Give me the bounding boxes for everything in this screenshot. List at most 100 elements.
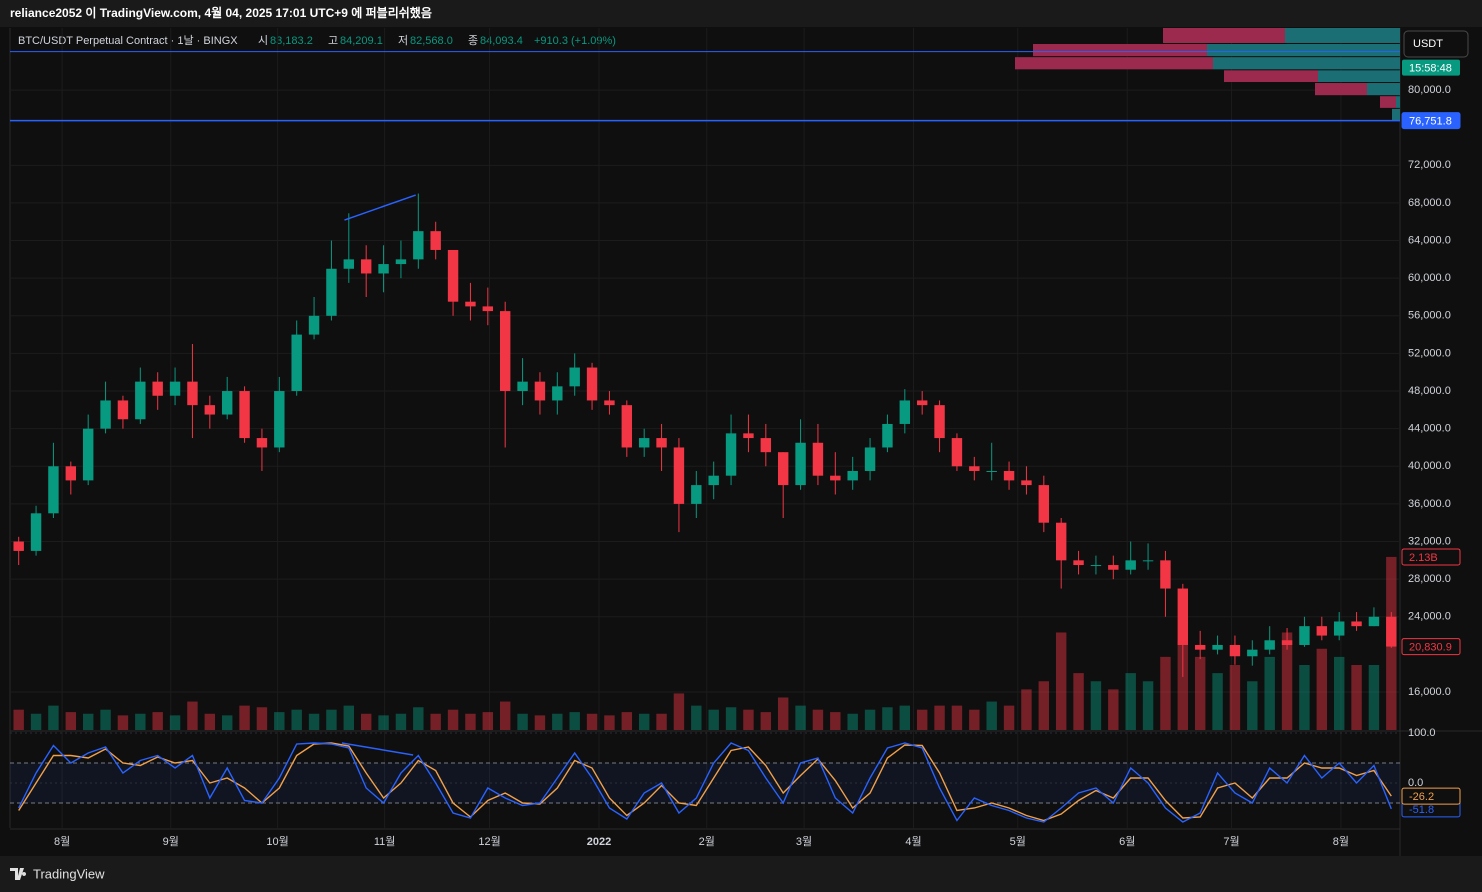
volume-bar — [169, 715, 181, 730]
candle-body — [725, 433, 737, 476]
volume-bar — [1229, 665, 1241, 730]
y-tick-label: 72,000.0 — [1408, 159, 1451, 171]
volume-bar — [691, 705, 702, 730]
osc-value-label: -51.8 — [1409, 804, 1434, 816]
volume-bar — [187, 701, 198, 730]
volume-bar — [1247, 681, 1258, 730]
volume-bar — [1108, 689, 1119, 730]
legend-value: 84,209.1 — [340, 35, 383, 47]
volume-bar — [465, 713, 476, 730]
candle-body — [864, 447, 876, 471]
volume-bar — [378, 715, 389, 730]
volume-bar — [1003, 705, 1015, 730]
x-tick-label: 10월 — [266, 835, 288, 848]
candle-body — [934, 405, 945, 439]
candle-body — [82, 428, 94, 481]
candle-body — [499, 311, 511, 392]
candle-body — [1142, 560, 1154, 562]
candle-body — [1125, 560, 1136, 570]
y-tick-label: 60,000.0 — [1408, 272, 1451, 284]
volume-bar — [326, 709, 337, 730]
volume-bar — [1212, 673, 1223, 730]
volume-bar — [951, 705, 963, 730]
header-bar — [0, 0, 1482, 27]
y-tick-label: 24,000.0 — [1408, 611, 1451, 623]
candle-body — [1073, 560, 1084, 566]
profile-down — [1224, 70, 1318, 83]
candle-body — [1299, 626, 1310, 645]
volume-bar — [395, 713, 407, 730]
candle-body — [204, 405, 216, 415]
candle-body — [812, 442, 824, 476]
candle-body — [534, 381, 546, 401]
candle-body — [1194, 644, 1206, 650]
candle-body — [777, 452, 789, 486]
volume-bar — [830, 712, 841, 730]
profile-up — [1367, 83, 1400, 96]
volume-bar — [1160, 656, 1171, 730]
volume-bar — [360, 713, 372, 730]
volume-bar — [1316, 648, 1328, 730]
volume-bar — [777, 697, 789, 730]
profile-down — [1033, 43, 1207, 57]
volume-bar — [82, 713, 94, 730]
volume-bar — [916, 709, 928, 730]
legend-label: 고 — [328, 35, 338, 47]
x-tick-label: 12월 — [478, 835, 500, 848]
volume-bar — [447, 709, 459, 730]
candle-body — [656, 438, 667, 448]
y-tick-label: 32,000.0 — [1408, 535, 1451, 547]
volume-bar — [1125, 673, 1136, 730]
y-tick-label: 68,000.0 — [1408, 197, 1451, 209]
profile-down — [1015, 57, 1213, 70]
candle-body — [830, 475, 841, 481]
candle-body — [187, 381, 198, 406]
volume-label-box — [1401, 548, 1461, 566]
y-tick-label: 40,000.0 — [1408, 460, 1451, 472]
volume-bar — [534, 715, 546, 730]
x-tick-label: 2월 — [699, 835, 715, 848]
volume-bar — [1038, 681, 1050, 730]
volume-bar — [239, 705, 250, 730]
profile-down — [1380, 96, 1396, 108]
hline-label-box — [1401, 112, 1461, 130]
volume-label: 2.13B — [1409, 552, 1438, 564]
osc-tick-label: 0.0 — [1408, 777, 1423, 789]
candle-body — [586, 367, 598, 401]
volume-bar — [812, 709, 824, 730]
volume-bar — [708, 709, 719, 730]
volume-bar — [100, 709, 111, 730]
candle-body — [986, 470, 997, 472]
y-tick-label: 28,000.0 — [1408, 573, 1451, 585]
volume-bar — [1194, 656, 1206, 730]
osc-value-label-box — [1401, 787, 1461, 805]
candle-body — [1160, 560, 1171, 589]
volume-bar — [13, 709, 24, 730]
y-tick-label: 48,000.0 — [1408, 385, 1451, 397]
legend-label: 저 — [398, 34, 408, 47]
candle-body — [1316, 626, 1328, 636]
volume-bar — [795, 705, 806, 730]
hline-label: 76,751.8 — [1409, 116, 1452, 128]
volume-bar — [135, 713, 146, 730]
plot: BTC/USDT Perpetual Contract · 1날 · BINGX… — [10, 28, 1461, 848]
profile-up — [1318, 70, 1400, 83]
volume-bar — [1055, 632, 1067, 730]
candle-body — [256, 438, 268, 448]
candle-body — [430, 231, 441, 250]
currency[interactable]: USDT — [1413, 38, 1443, 50]
volume-bar — [673, 693, 685, 730]
publish-info: reliance2052 이 TradingView.com, 4월 04, 2… — [10, 5, 432, 20]
legend-value: 83,183.2 — [270, 35, 313, 47]
candle-body — [30, 513, 42, 551]
osc-line — [18, 742, 1392, 823]
volume-bar — [1090, 681, 1102, 730]
candle-body — [169, 381, 181, 396]
volume-bar — [48, 705, 59, 730]
y-tick-label: 80,000.0 — [1408, 84, 1451, 96]
currency-button[interactable] — [1403, 30, 1469, 58]
volume-bar — [1177, 640, 1189, 730]
volume-bar — [256, 707, 268, 730]
volume-bar — [569, 712, 580, 730]
candle-body — [1386, 616, 1397, 647]
